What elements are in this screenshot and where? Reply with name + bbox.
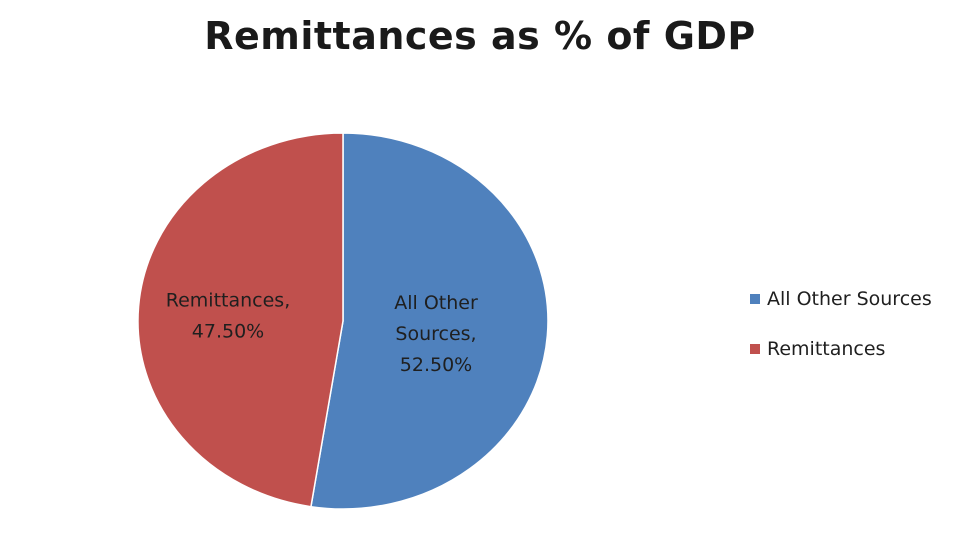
chart-legend: All Other Sources Remittances [750, 286, 960, 386]
legend-item-remittances: Remittances [750, 336, 960, 362]
legend-swatch-remittances [750, 344, 760, 354]
pie-slice-all-other-sources [310, 132, 549, 510]
chart-title: Remittances as % of GDP [204, 14, 756, 58]
legend-label-all-other-sources: All Other Sources [767, 288, 932, 310]
legend-item-all-other-sources: All Other Sources [750, 286, 960, 312]
legend-swatch-all-other-sources [750, 294, 760, 304]
pie-slice-remittances [137, 132, 344, 508]
legend-label-remittances: Remittances [767, 338, 886, 360]
data-label-remittances: Remittances, 47.50% [166, 290, 290, 343]
data-label-all-other-sources: All Other Sources, 52.50% [394, 292, 478, 376]
